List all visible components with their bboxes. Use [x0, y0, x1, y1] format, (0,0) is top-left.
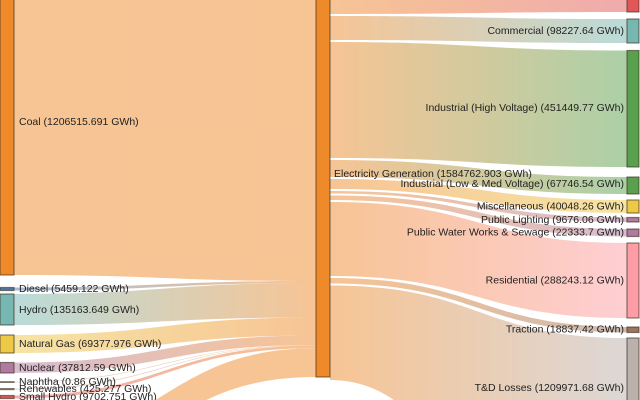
node-label-generation: Electricity Generation (1584762.903 GWh) — [334, 168, 532, 180]
sankey-node-naphtha[interactable] — [0, 381, 15, 384]
node-label-natural-gas: Natural Gas (69377.976 GWh) — [19, 338, 161, 350]
sankey-node-top-right-unlabeled[interactable] — [626, 0, 640, 13]
node-label-traction: Traction (18837.42 GWh) — [506, 323, 624, 335]
sankey-link-hydro[interactable] — [14, 283, 316, 325]
sankey-link-industrial-lmv[interactable] — [330, 160, 627, 194]
sankey-link-small-hydro[interactable] — [14, 345, 316, 399]
node-label-commercial: Commercial (98227.64 GWh) — [487, 25, 624, 37]
node-label-residential: Residential (288243.12 GWh) — [486, 274, 624, 286]
sankey-link-diesel[interactable] — [14, 281, 316, 291]
sankey-link-public-water[interactable] — [330, 195, 627, 237]
sankey-node-miscellaneous[interactable] — [626, 199, 640, 214]
sankey-node-coal[interactable] — [0, 0, 15, 276]
node-label-industrial-lmv: Industrial (Low & Med Voltage) (67746.54… — [400, 178, 624, 190]
sankey-labels-layer: Coal (1206515.691 GWh) Diesel (5459.122 G… — [19, 25, 624, 400]
sankey-node-generation[interactable] — [315, 0, 331, 378]
sankey-node-industrial-hv[interactable] — [626, 49, 640, 168]
node-label-diesel: Diesel (5459.122 GWh) — [19, 283, 129, 295]
node-label-public-lighting: Public Lighting (9676.06 GWh) — [481, 214, 624, 226]
node-label-td-losses: T&D Losses (1209971.68 GWh) — [475, 382, 624, 394]
node-label-naphtha: Naphtha (0.86 GWh) — [19, 376, 116, 388]
node-label-small-hydro: Small Hydro (9702.751 GWh) — [19, 391, 157, 400]
sankey-link-natural-gas[interactable] — [14, 317, 316, 354]
sankey-node-public-lighting[interactable] — [626, 216, 640, 223]
sankey-link-residential[interactable] — [330, 202, 627, 318]
node-label-public-water: Public Water Works & Sewage (22333.7 GWh… — [407, 226, 624, 238]
sankey-node-td-losses[interactable] — [626, 337, 640, 400]
sankey-link-top-right-unlabeled[interactable] — [330, 0, 627, 14]
node-label-nuclear: Nuclear (37812.59 GWh) — [19, 362, 136, 374]
sankey-link-traction[interactable] — [330, 278, 627, 333]
node-label-coal: Coal (1206515.691 GWh) — [19, 116, 139, 128]
sankey-node-industrial-lmv[interactable] — [626, 176, 640, 195]
sankey-link-naphtha[interactable] — [14, 345, 316, 383]
sankey-node-diesel[interactable] — [0, 286, 15, 292]
sankey-node-renewables[interactable] — [0, 388, 15, 391]
node-label-hydro: Hydro (135163.649 GWh) — [19, 304, 139, 316]
sankey-link-industrial-hv[interactable] — [330, 42, 627, 167]
node-label-miscellaneous: Miscellaneous (40048.26 GWh) — [477, 200, 624, 212]
node-label-renewables: Renewables (425.277 GWh) — [19, 383, 152, 395]
node-label-industrial-hv: Industrial (High Voltage) (451449.77 GWh… — [426, 102, 624, 114]
sankey-link-renewables[interactable] — [14, 345, 316, 390]
sankey-node-traction[interactable] — [626, 326, 640, 334]
sankey-node-hydro[interactable] — [0, 293, 15, 326]
sankey-node-nuclear[interactable] — [0, 361, 15, 374]
sankey-node-natural-gas[interactable] — [0, 334, 15, 354]
sankey-link-td-losses[interactable] — [330, 285, 627, 400]
sankey-link-nuclear[interactable] — [14, 335, 316, 374]
sankey-link-miscellaneous[interactable] — [330, 179, 627, 213]
sankey-link-coal[interactable] — [14, 0, 316, 281]
sankey-link-public-lighting[interactable] — [330, 191, 627, 222]
sankey-link-commercial[interactable] — [330, 16, 627, 43]
sankey-node-small-hydro[interactable] — [0, 394, 15, 400]
sankey-node-commercial[interactable] — [626, 18, 640, 44]
sankey-links-layer — [14, 0, 627, 400]
sankey-link-offscreen-source[interactable] — [14, 348, 316, 400]
sankey-node-public-water[interactable] — [626, 228, 640, 238]
sankey-node-residential[interactable] — [626, 242, 640, 319]
